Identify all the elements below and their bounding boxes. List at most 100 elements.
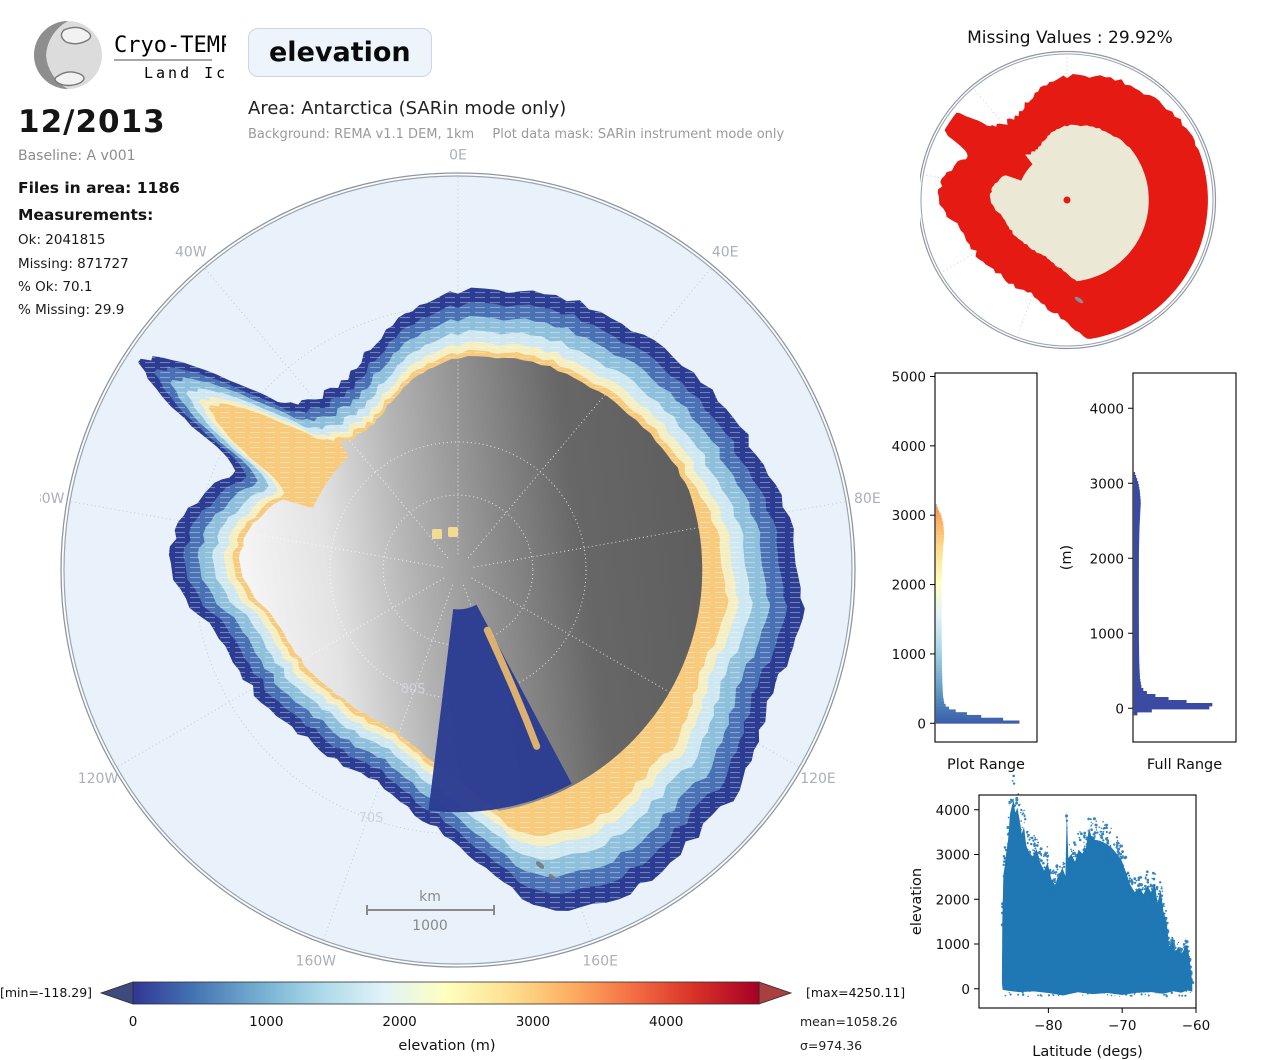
area-title: Area: Antarctica (SARin mode only) <box>248 98 567 119</box>
baseline-label: Baseline: A v001 <box>18 148 136 164</box>
y-tick: 1000 <box>1090 626 1124 642</box>
x-tick: −70 <box>1108 1018 1137 1034</box>
y-tick: 5000 <box>892 369 926 385</box>
globe-icon <box>34 21 102 89</box>
cryo-tempo-logo: Cryo-TEMPO Land Ice <box>34 21 226 89</box>
lon-label: 120E <box>800 771 836 787</box>
full_range_hist-bars <box>1133 472 1213 716</box>
latitude-elevation-scatter: 0 1000 2000 3000 4000 −80 −70 −60 elevation Latit… <box>909 774 1211 1060</box>
y-tick: 3000 <box>936 848 970 864</box>
plot-range-histogram: 0 1000 2000 3000 4000 5000 Plot Range <box>892 369 1038 773</box>
colorbar-over-arrow <box>758 981 793 1005</box>
y-tick: 2000 <box>936 892 970 908</box>
files-in-area: Files in area: 1186 <box>18 179 180 197</box>
colorbar-sigma-label: σ=974.36 <box>800 1038 863 1053</box>
missing-values-map <box>920 50 1217 350</box>
ice-sheet-interior <box>989 124 1149 282</box>
y-axis-label: elevation <box>909 868 925 935</box>
measurements-title: Measurements: <box>18 206 154 224</box>
data-mask-label: Plot data mask: SARin instrument mode on… <box>492 127 785 142</box>
lon-label: 80E <box>854 491 881 507</box>
background-layer-label: Background: REMA v1.1 DEM, 1km <box>248 127 475 142</box>
colorbar-min-label: [min=-118.29] <box>0 985 93 1000</box>
colorbar-label: elevation (m) <box>398 1038 495 1054</box>
y-tick: 3000 <box>892 508 926 524</box>
data-patch <box>448 527 458 537</box>
graticule-over-land <box>238 356 703 811</box>
colorbar-tick: 3000 <box>516 1014 550 1030</box>
scatter-points <box>1000 774 1195 998</box>
y-tick: 1000 <box>936 937 970 953</box>
graticule-meridian <box>1016 205 1066 338</box>
island <box>1074 296 1084 304</box>
y-axis-label: (m) <box>1059 545 1075 570</box>
measurement-pct-missing: % Missing: 29.9 <box>18 302 125 318</box>
lon-label: 0E <box>449 147 467 163</box>
colorbar-tick: 1000 <box>249 1014 283 1030</box>
pole-missing-dot <box>1063 196 1071 204</box>
lon-label: 120W <box>78 771 119 787</box>
y-tick: 4000 <box>892 439 926 455</box>
colorbar-max-label: [max=4250.11] <box>806 985 906 1000</box>
graticule-circle <box>329 441 587 699</box>
elevation-colorbar: 0 1000 2000 3000 4000 elevation (m) <box>99 981 793 1054</box>
y-tick: 3000 <box>1090 476 1124 492</box>
colorbar-under-arrow <box>99 981 134 1005</box>
missing-map-title: Missing Values : 29.92% <box>967 28 1173 48</box>
rema-dem-background <box>238 356 703 811</box>
logo-subtitle: Land Ice <box>144 64 226 82</box>
hist-title: Full Range <box>1147 757 1222 773</box>
variable-badge: elevation <box>248 28 432 77</box>
y-tick: 1000 <box>892 647 926 663</box>
x-axis-label: Latitude (degs) <box>1032 1044 1143 1060</box>
axes-frame <box>978 794 1197 1009</box>
y-tick: 0 <box>1115 701 1124 717</box>
y-tick: 2000 <box>1090 551 1124 567</box>
graticule-meridian <box>972 87 1064 196</box>
y-tick: 2000 <box>892 578 926 594</box>
map-scale-bar: km 1000 <box>366 889 495 934</box>
lon-label: 40W <box>175 245 207 261</box>
plot_range_hist-bars <box>935 504 1020 724</box>
graticule-circle <box>382 494 534 646</box>
data-patch <box>432 529 442 539</box>
colorbar-gradient <box>132 981 760 1005</box>
measurement-missing: Missing: 871727 <box>18 256 129 272</box>
colorbar-mean-label: mean=1058.26 <box>800 1014 898 1029</box>
map-subtitle: Background: REMA v1.1 DEM, 1km Plot data… <box>248 127 798 142</box>
scale-value: 1000 <box>412 918 448 934</box>
x-tick: −80 <box>1034 1018 1063 1034</box>
y-tick: 4000 <box>1090 401 1124 417</box>
scatter-dense-mass <box>1001 799 1193 996</box>
date-label: 12/2013 <box>18 104 166 140</box>
axes-frame <box>1132 372 1237 743</box>
y-tick: 4000 <box>936 803 970 819</box>
colorbar-tick: 0 <box>129 1014 138 1030</box>
axes-frame <box>934 372 1038 743</box>
island <box>548 874 556 880</box>
full-range-histogram: 0 1000 2000 3000 4000 Full Range (m) <box>1059 372 1237 773</box>
graticule-meridian <box>940 202 1063 274</box>
ross-data-wedge <box>428 604 572 813</box>
lon-label: 40E <box>712 245 739 261</box>
y-tick: 0 <box>917 716 926 732</box>
map-outer-ring <box>60 172 856 968</box>
lon-label: 160W <box>296 954 337 970</box>
colorbar-tick: 4000 <box>649 1014 683 1030</box>
measurement-ok: Ok: 2041815 <box>18 232 106 248</box>
map-outer-ring <box>920 50 1217 350</box>
x-tick: −60 <box>1182 1018 1211 1034</box>
main-elevation-map: 0E 40E 80E 120E 160E 160W 120W 80W 40W 80S 70S km 10… <box>40 147 881 970</box>
y-tick: 0 <box>961 982 970 998</box>
colorbar-tick: 2000 <box>382 1014 416 1030</box>
measurement-pct-ok: % Ok: 70.1 <box>18 279 93 295</box>
hist-title: Plot Range <box>947 757 1025 773</box>
island <box>535 861 545 869</box>
lon-label: 160E <box>582 954 618 970</box>
logo-title: Cryo-TEMPO <box>114 33 226 58</box>
lon-label: 80W <box>40 491 65 507</box>
scale-unit: km <box>419 889 441 905</box>
lat-label: 80S <box>401 682 426 697</box>
lat-label: 70S <box>359 811 384 826</box>
